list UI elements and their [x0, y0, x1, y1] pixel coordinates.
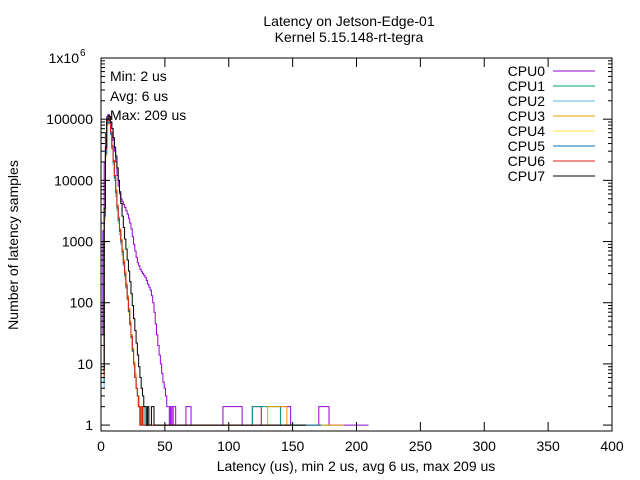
y-tick-exponent: 6 — [80, 48, 86, 59]
x-tick-label: 350 — [536, 438, 560, 454]
ticks-layer: 0 50 100 150 200 250 300 350 400 1 10 100 1000 10000 1… — [46, 48, 624, 454]
x-tick-label: 200 — [345, 438, 369, 454]
y-tick-label: 10000 — [54, 172, 93, 188]
y-tick-label: 1 — [85, 417, 93, 433]
y-tick-label: 10 — [77, 356, 93, 372]
legend-label-cpu1: CPU1 — [508, 78, 546, 94]
y-axis-label: Number of latency samples — [5, 160, 21, 330]
x-tick-label: 400 — [600, 438, 624, 454]
y-tick-label: 1000 — [62, 234, 93, 250]
legend-label-cpu7: CPU7 — [508, 168, 546, 184]
stat-min: Min: 2 us — [110, 68, 167, 84]
series-line-cpu7 — [102, 114, 306, 426]
stat-avg: Avg: 6 us — [110, 88, 168, 104]
series-layer — [101, 113, 369, 426]
x-tick-label: 50 — [157, 438, 173, 454]
legend-label-cpu4: CPU4 — [508, 123, 546, 139]
chart-subtitle: Kernel 5.15.148-rt-tegra — [275, 29, 424, 45]
legend-label-cpu6: CPU6 — [508, 153, 546, 169]
legend-label-cpu0: CPU0 — [508, 63, 546, 79]
chart-title: Latency on Jetson-Edge-01 — [263, 13, 434, 29]
legend-label-cpu2: CPU2 — [508, 93, 546, 109]
x-tick-label: 300 — [473, 438, 497, 454]
x-tick-label: 250 — [409, 438, 433, 454]
x-tick-label: 0 — [97, 438, 105, 454]
legend-label-cpu3: CPU3 — [508, 108, 546, 124]
legend-label-cpu5: CPU5 — [508, 138, 546, 154]
x-tick-label: 150 — [281, 438, 305, 454]
stat-max: Max: 209 us — [110, 107, 186, 123]
stats-box: Min: 2 us Avg: 6 us Max: 209 us — [110, 68, 186, 123]
x-tick-label: 100 — [217, 438, 241, 454]
y-tick-label: 1x10 — [49, 50, 80, 66]
x-axis-label: Latency (us), min 2 us, avg 6 us, max 20… — [217, 458, 496, 474]
series-line-cpu6 — [102, 114, 291, 426]
y-tick-label: 100 — [70, 295, 94, 311]
y-tick-label: 100000 — [46, 111, 93, 127]
